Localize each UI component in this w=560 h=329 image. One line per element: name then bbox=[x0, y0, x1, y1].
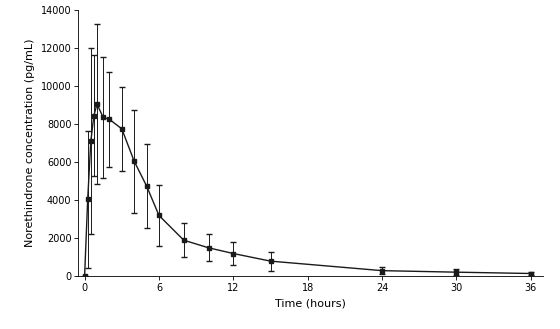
X-axis label: Time (hours): Time (hours) bbox=[276, 299, 346, 309]
Y-axis label: Norethindrone concentration (pg/mL): Norethindrone concentration (pg/mL) bbox=[25, 39, 35, 247]
